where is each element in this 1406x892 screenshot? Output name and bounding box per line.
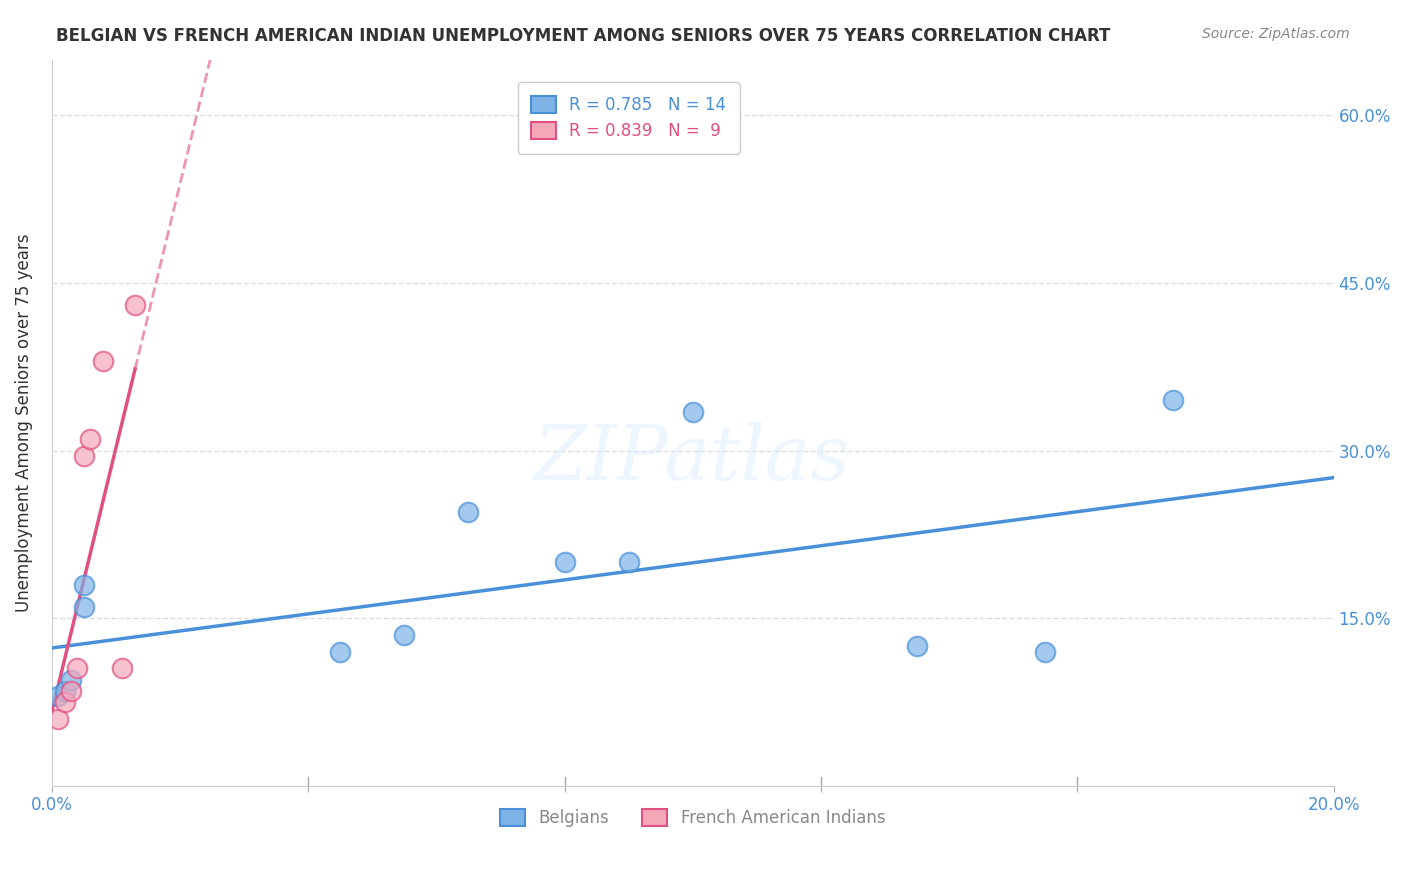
- Point: [73, 600, 96, 615]
- Point: [394, 628, 416, 642]
- Point: [1033, 645, 1056, 659]
- Text: BELGIAN VS FRENCH AMERICAN INDIAN UNEMPLOYMENT AMONG SENIORS OVER 75 YEARS CORRE: BELGIAN VS FRENCH AMERICAN INDIAN UNEMPL…: [56, 27, 1111, 45]
- Point: [66, 661, 89, 675]
- Point: [46, 690, 69, 704]
- Legend: Belgians, French American Indians: Belgians, French American Indians: [492, 801, 894, 836]
- Point: [73, 449, 96, 463]
- Point: [682, 404, 704, 418]
- Point: [73, 577, 96, 591]
- Text: ZIPatlas: ZIPatlas: [534, 422, 851, 496]
- Point: [457, 505, 479, 519]
- Point: [905, 639, 928, 653]
- Point: [553, 555, 575, 569]
- Point: [59, 673, 82, 687]
- Point: [617, 555, 640, 569]
- Point: [79, 433, 101, 447]
- Point: [124, 298, 146, 312]
- Point: [91, 354, 114, 368]
- Point: [329, 645, 352, 659]
- Point: [53, 695, 76, 709]
- Point: [1163, 393, 1185, 408]
- Point: [59, 683, 82, 698]
- Text: Source: ZipAtlas.com: Source: ZipAtlas.com: [1202, 27, 1350, 41]
- Y-axis label: Unemployment Among Seniors over 75 years: Unemployment Among Seniors over 75 years: [15, 234, 32, 612]
- Point: [111, 661, 134, 675]
- Point: [53, 683, 76, 698]
- Point: [46, 712, 69, 726]
